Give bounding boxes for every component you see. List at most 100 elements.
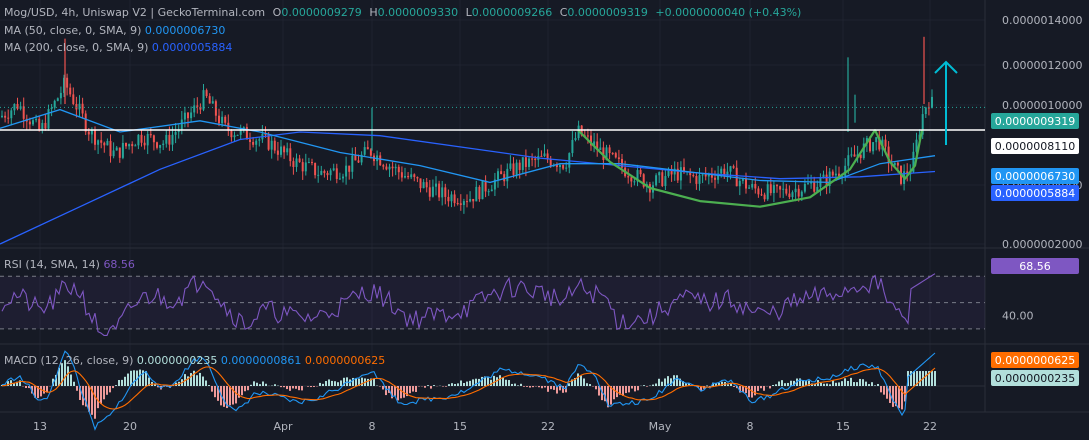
macd-line-value: 0.0000000861 [220,354,302,367]
candle-body [617,157,620,159]
candle-body [534,158,537,161]
candle-body [586,135,589,137]
candle-body [893,162,896,166]
macd-legend[interactable]: MACD (12, 26, close, 9) 0.0000000235 0.0… [4,354,385,367]
macd-histogram-bar [187,376,189,386]
candle-body [407,175,410,178]
macd-histogram-bar [820,382,822,386]
macd-histogram-bar [571,379,573,386]
macd-histogram-bar [145,371,147,386]
macd-histogram-bar [259,384,261,386]
candle-body [264,133,267,135]
candle-body [385,166,388,170]
candle-body [475,186,478,202]
candle-body [481,180,484,200]
candle-body [363,147,366,155]
candle-body [103,142,106,146]
macd-histogram-bar [628,386,630,393]
macd-histogram-bar [511,383,513,386]
macd-histogram-bar [853,382,855,386]
macd-histogram-bar [46,386,48,393]
macd-histogram-bar [832,380,834,386]
candle-body [633,181,636,183]
candle-body [413,174,416,178]
candle-body [351,155,354,172]
macd-histogram-bar [505,379,507,386]
candle-body [887,146,890,164]
macd-histogram-bar [235,386,237,404]
macd-histogram-bar [25,386,27,388]
candle-body [484,180,487,192]
macd-histogram-bar [76,386,78,391]
candle-body [692,175,695,177]
macd-histogram-bar [895,386,897,407]
candle-body [807,183,809,185]
ma50-label: MA (50, close, 0, SMA, 9) [4,24,142,37]
candle-body [59,92,62,99]
candle-body [239,128,242,135]
rsi-value-label-bg [991,258,1079,274]
macd-histogram-bar [469,380,471,386]
candle-body [509,163,512,169]
candle-body [171,134,174,145]
macd-histogram-bar [778,381,780,386]
candle-body [738,180,741,187]
candle-body [267,134,270,150]
macd-histogram-bar [406,386,408,397]
time-tick-label: May [649,420,672,433]
candle-body [593,141,596,146]
candle-body [397,166,400,173]
macd-histogram-bar [382,386,384,390]
macd-histogram-bar [127,373,129,386]
candle-body [931,96,933,108]
macd-histogram-bar [709,386,711,387]
macd-histogram-bar [256,382,258,386]
candle-body [924,107,927,115]
candle-body [574,138,577,140]
symbol-title[interactable]: Mog/USD, 4h, Uniswap V2 | GeckoTerminal.… [4,6,266,19]
candle-body [283,146,286,153]
candle-body [797,188,800,197]
macd-histogram-bar [814,383,816,386]
rsi-legend[interactable]: RSI (14, SMA, 14) 68.56 [4,258,135,271]
candle-body [4,115,7,118]
candle-body [822,174,825,178]
ohlc-legend: Mog/USD, 4h, Uniswap V2 | GeckoTerminal.… [4,6,801,19]
macd-histogram-bar [730,382,732,386]
cup-pattern-line [577,129,924,208]
macd-histogram-bar [355,378,357,386]
candle-body [41,122,44,131]
candle-body [242,127,245,129]
candle-body [289,148,292,162]
macd-histogram-bar [109,386,111,393]
macd-histogram-bar [580,375,582,386]
ma50-legend[interactable]: MA (50, close, 0, SMA, 9) 0.0000006730 [4,24,225,37]
macd-histogram-bar [85,386,87,407]
macd-histogram-bar [400,386,402,399]
macd-histogram-bar [643,385,645,386]
macd-histogram-bar [502,377,504,386]
candle-body [503,174,506,182]
ma200-legend[interactable]: MA (200, close, 0, SMA, 9) 0.0000005884 [4,41,232,54]
candle-body [611,153,614,155]
candle-body [81,103,84,114]
candle-body [190,112,193,119]
macd-histogram-bar [28,386,30,389]
candle-body [546,153,549,160]
candle-body [565,167,568,169]
candle-body [320,170,323,175]
candle-body [121,142,124,158]
candle-body [214,101,217,116]
candle-body [596,141,599,151]
candle-body [785,188,788,194]
macd-histogram-bar [19,380,21,386]
macd-histogram-bar [517,385,519,386]
macd-histogram-bar [718,382,720,386]
macd-histogram-bar [652,384,654,386]
high-value: 0.0000009330 [377,6,459,19]
candle-body [559,165,561,168]
candle-body [896,162,899,166]
candle-body [741,178,744,181]
low-value: 0.0000009266 [471,6,553,19]
candle-body [301,162,304,172]
